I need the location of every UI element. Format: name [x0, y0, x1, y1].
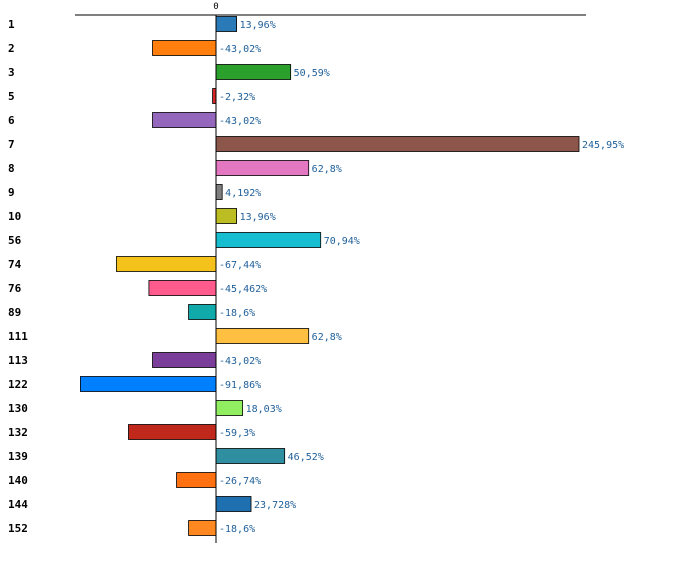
value-label: 46,52%	[288, 452, 324, 463]
value-label: -45,462%	[219, 284, 267, 295]
value-label: 70,94%	[324, 236, 360, 247]
bar	[152, 352, 217, 368]
bar	[215, 448, 286, 464]
category-label: 152	[8, 522, 28, 535]
value-label: -26,74%	[219, 476, 261, 487]
bar	[152, 40, 217, 56]
value-label: 50,59%	[294, 68, 330, 79]
bar	[215, 184, 223, 200]
category-label: 113	[8, 354, 28, 367]
value-label: 4,192%	[225, 188, 261, 199]
value-label: 245,95%	[582, 140, 624, 151]
value-label: -2,32%	[219, 92, 255, 103]
category-label: 1	[8, 18, 15, 31]
category-label: 56	[8, 234, 22, 247]
bar	[215, 232, 322, 248]
category-label: 132	[8, 426, 28, 439]
bar	[215, 328, 310, 344]
bar	[215, 496, 252, 512]
category-label: 7	[8, 138, 15, 151]
bar	[176, 472, 217, 488]
category-label: 111	[8, 330, 28, 343]
bar	[215, 208, 238, 224]
category-label: 3	[8, 66, 15, 79]
value-label: 62,8%	[312, 332, 342, 343]
bar	[188, 520, 217, 536]
value-label: -43,02%	[219, 116, 261, 127]
value-label: -67,44%	[219, 260, 261, 271]
category-label: 6	[8, 114, 15, 127]
bar	[215, 64, 292, 80]
bar	[215, 136, 580, 152]
category-label: 144	[8, 498, 28, 511]
category-label: 76	[8, 282, 22, 295]
bar	[188, 304, 217, 320]
value-label: 23,728%	[254, 500, 296, 511]
zero-tick-label: 0	[213, 2, 218, 12]
category-label: 5	[8, 90, 15, 103]
value-label: 18,03%	[246, 404, 282, 415]
bar	[212, 88, 217, 104]
bar	[148, 280, 217, 296]
category-label: 74	[8, 258, 22, 271]
category-label: 8	[8, 162, 15, 175]
value-label: -18,6%	[219, 308, 255, 319]
value-label: 62,8%	[312, 164, 342, 175]
bar	[215, 16, 238, 32]
bar	[80, 376, 217, 392]
category-label: 130	[8, 402, 28, 415]
category-label: 10	[8, 210, 21, 223]
category-label: 2	[8, 42, 15, 55]
value-label: -18,6%	[219, 524, 255, 535]
bar	[116, 256, 217, 272]
bar	[215, 160, 310, 176]
value-label: -59,3%	[219, 428, 255, 439]
category-label: 139	[8, 450, 28, 463]
value-label: -43,02%	[219, 356, 261, 367]
category-label: 140	[8, 474, 28, 487]
bar	[128, 424, 217, 440]
category-label: 89	[8, 306, 21, 319]
bar	[215, 400, 244, 416]
category-label: 9	[8, 186, 15, 199]
value-label: 13,96%	[240, 20, 276, 31]
bars-group: 1 13,96% 2 -43,02% 3 50,59% 5 -2,32% 6 -43,02% 7 24…	[8, 16, 624, 536]
value-label: 13,96%	[240, 212, 276, 223]
value-label: -43,02%	[219, 44, 261, 55]
bar	[152, 112, 217, 128]
value-label: -91,86%	[219, 380, 261, 391]
category-label: 122	[8, 378, 28, 391]
